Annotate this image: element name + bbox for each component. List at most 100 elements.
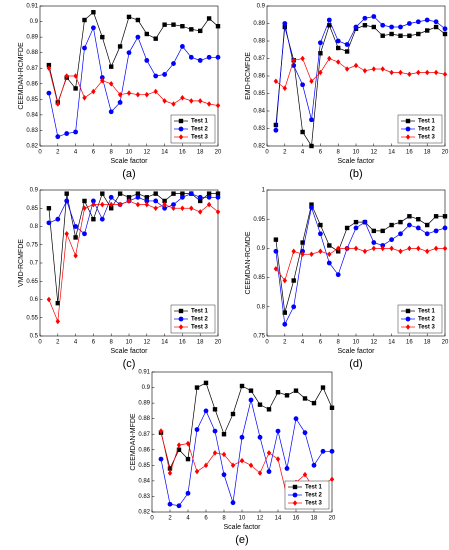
x-tick-label: 20	[442, 150, 449, 156]
point	[433, 245, 439, 252]
y-tick-label: 0.84	[26, 112, 38, 118]
point	[380, 33, 385, 38]
y-tick-label: 0.86	[138, 447, 150, 453]
point	[109, 64, 114, 69]
point	[416, 69, 421, 76]
legend-marker	[405, 118, 411, 124]
point	[46, 90, 52, 96]
x-tick-label: 18	[424, 150, 431, 156]
point	[433, 19, 439, 25]
point	[64, 131, 70, 136]
legend-label: Test 2	[191, 127, 209, 133]
point	[442, 214, 448, 219]
point	[239, 457, 245, 464]
point	[326, 17, 332, 23]
x-tick-label: 8	[337, 150, 341, 156]
point	[353, 24, 359, 30]
point	[153, 205, 158, 212]
point	[221, 472, 227, 478]
point	[309, 202, 314, 207]
point	[99, 216, 105, 222]
point	[300, 251, 305, 258]
point	[282, 310, 287, 315]
point	[162, 22, 167, 27]
point	[389, 222, 394, 228]
point	[189, 205, 194, 212]
point	[371, 24, 376, 30]
point	[185, 490, 191, 496]
x-tick-label: 6	[92, 150, 96, 156]
point	[442, 26, 448, 32]
point	[362, 15, 368, 21]
point	[99, 75, 105, 80]
point	[73, 224, 78, 229]
y-tick-label: 0.82	[26, 144, 38, 150]
point	[144, 91, 149, 98]
point	[153, 191, 158, 196]
y-tick-label: 0.85	[253, 91, 265, 97]
x-tick-label: 0	[38, 150, 42, 156]
point	[189, 98, 194, 104]
point	[108, 109, 114, 115]
x-tick-label: 20	[215, 150, 222, 156]
x-tick-label: 10	[126, 340, 133, 346]
point	[353, 225, 359, 231]
y-tick-label: 0.88	[138, 416, 150, 422]
point	[442, 225, 448, 231]
point	[171, 22, 176, 27]
point	[198, 209, 203, 215]
point	[291, 278, 296, 283]
point	[433, 214, 439, 219]
y-tick-label: 0.89	[26, 35, 38, 41]
y-axis-label: EMD-RCMFDE	[245, 52, 252, 100]
point	[82, 231, 87, 237]
y-axis-label: VMD-RCMFDE	[18, 239, 25, 287]
x-tick-label: 16	[406, 150, 413, 156]
point	[206, 54, 212, 60]
legend-marker	[178, 126, 184, 132]
point	[162, 98, 167, 104]
point	[64, 73, 69, 79]
point	[327, 243, 332, 248]
x-tick-label: 4	[301, 340, 305, 346]
point	[206, 201, 212, 208]
point	[108, 194, 114, 200]
x-tick-label: 2	[56, 150, 60, 156]
point	[109, 206, 114, 211]
point	[362, 248, 368, 255]
point	[318, 51, 323, 56]
point	[291, 304, 297, 310]
point	[46, 62, 52, 68]
point	[158, 456, 164, 462]
x-tick-label: 16	[293, 516, 300, 522]
point	[389, 245, 394, 252]
y-tick-label: 0.55	[26, 315, 38, 321]
point	[380, 22, 386, 28]
y-tick-label: 0.85	[138, 463, 150, 469]
point	[318, 248, 323, 255]
point	[230, 462, 236, 469]
point	[302, 430, 308, 436]
point	[327, 23, 332, 28]
point	[144, 31, 149, 37]
point	[180, 194, 185, 200]
point	[266, 407, 272, 412]
point	[198, 198, 203, 204]
legend-label: Test 1	[305, 485, 323, 491]
point	[82, 94, 87, 101]
point	[407, 33, 412, 38]
x-tick-label: 14	[161, 340, 168, 346]
y-tick-label: 0.9	[30, 19, 39, 25]
point	[398, 231, 403, 237]
point	[275, 428, 281, 434]
point	[329, 405, 335, 410]
point	[239, 383, 245, 389]
point	[126, 50, 132, 56]
point	[203, 462, 209, 469]
x-tick-label: 16	[179, 340, 186, 346]
y-tick-label: 0.7	[30, 261, 39, 267]
point	[424, 17, 430, 23]
y-tick-label: 0.87	[253, 56, 265, 62]
point	[91, 25, 96, 31]
point	[176, 442, 182, 448]
